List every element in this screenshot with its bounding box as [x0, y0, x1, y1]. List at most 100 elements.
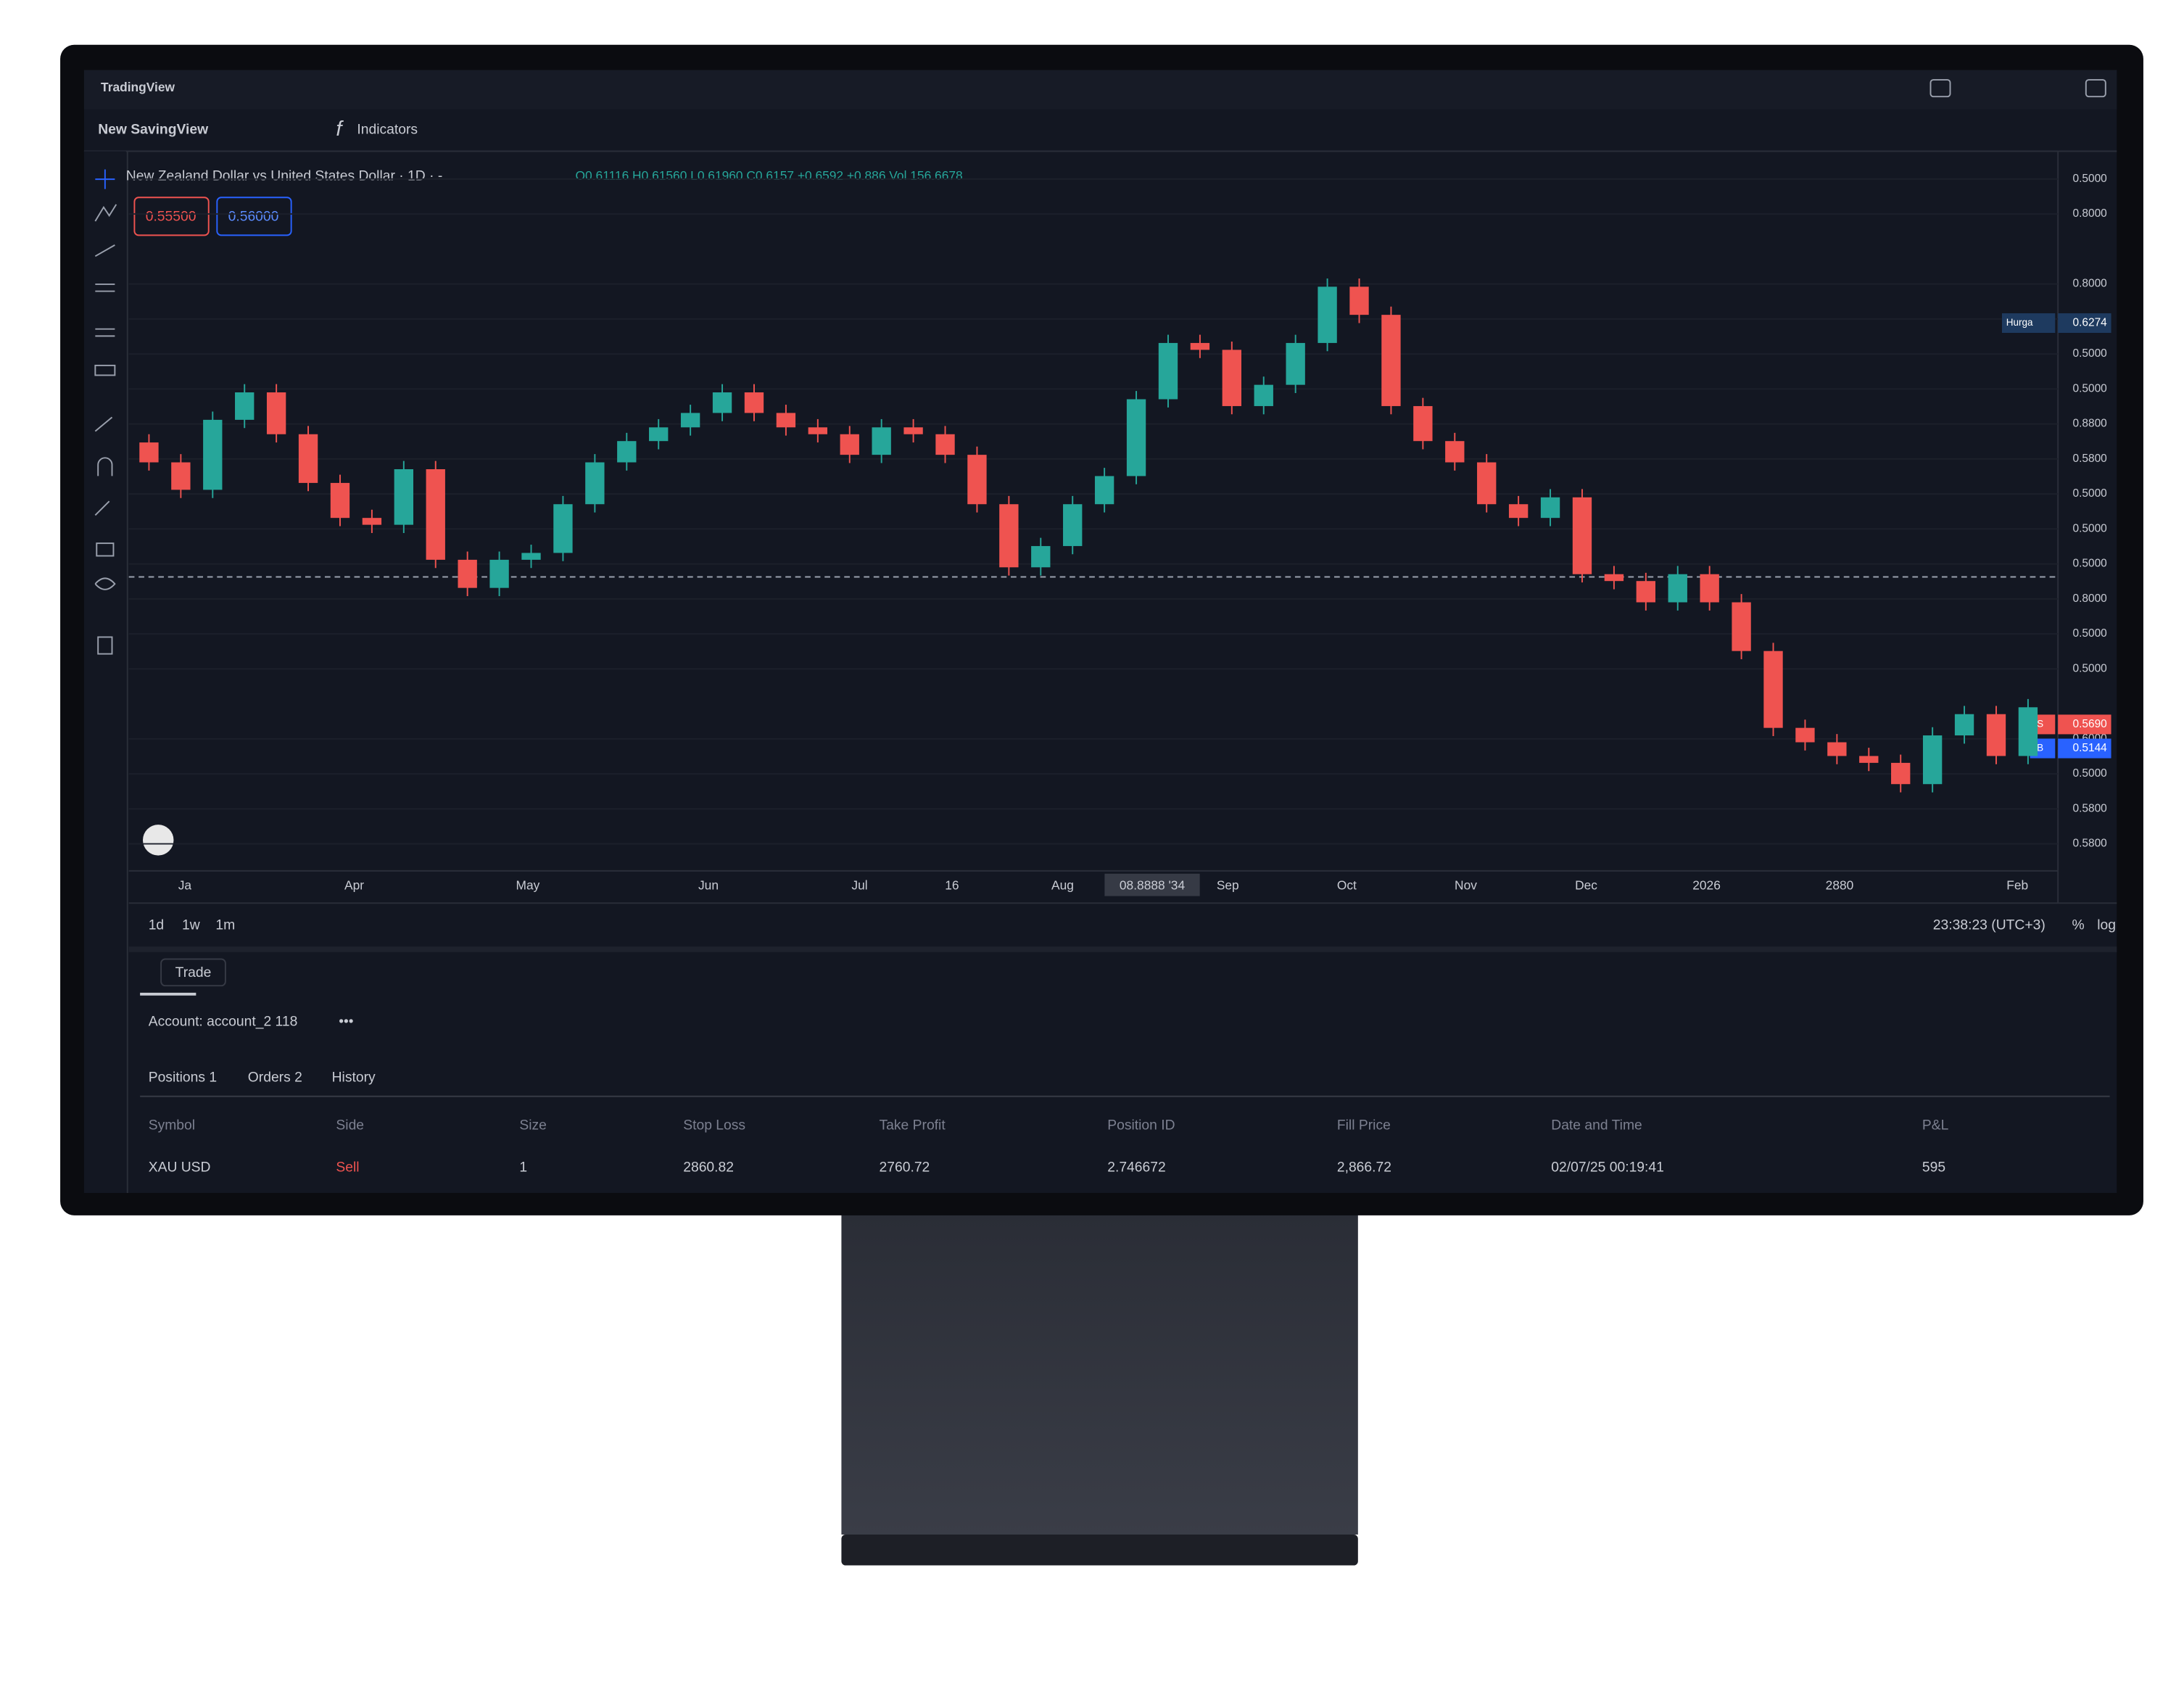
column-header: Symbol [149, 1118, 195, 1133]
sell-button[interactable] [133, 197, 210, 236]
trade-tab-label[interactable]: Trade [175, 965, 212, 980]
y-tick-label: 0.5000 [2073, 627, 2107, 640]
y-tick-label: 0.5800 [2073, 802, 2107, 814]
table-cell: 2860.82 [683, 1160, 734, 1175]
price-badge-label: 0.5144 [2073, 742, 2108, 754]
price-badge [2058, 714, 2111, 735]
candle-body [1922, 735, 1943, 785]
sell-price[interactable]: 0.55500 [146, 209, 197, 224]
candle-body [1763, 651, 1783, 728]
panel-tab[interactable]: Positions 1 [149, 1070, 217, 1086]
x-tick-label: 16 [945, 878, 959, 893]
candle-body [1891, 762, 1911, 785]
x-tick-label: Aug [1051, 878, 1074, 893]
column-header: Position ID [1107, 1118, 1175, 1133]
candle-body [458, 559, 477, 588]
trade-tab[interactable] [160, 958, 226, 987]
candle-body [1572, 497, 1592, 574]
candle-body [680, 413, 700, 428]
range-button[interactable]: 1d [149, 917, 164, 933]
top-bar [83, 70, 2117, 110]
candle-body [1700, 574, 1719, 603]
panel-tab[interactable]: Orders 2 [248, 1070, 302, 1086]
table-cell: 02/07/25 00:19:41 [1551, 1160, 1664, 1175]
logo-badge [142, 825, 174, 856]
table-cell: 2760.72 [880, 1160, 930, 1175]
drawing-tools[interactable] [94, 169, 117, 655]
candle-body [521, 553, 541, 560]
y-tick-label: 0.5000 [2073, 522, 2107, 534]
candle-body [1254, 384, 1273, 406]
candle-body [1604, 574, 1624, 582]
table-cell: 595 [1922, 1160, 1945, 1175]
range-button[interactable]: 1w [182, 917, 200, 933]
candle-body [1222, 350, 1242, 406]
buy-price[interactable]: 0.56000 [228, 209, 279, 224]
icon[interactable] [1929, 79, 1951, 98]
more-menu[interactable]: ••• [339, 1014, 353, 1029]
y-tick-label: 0.8000 [2073, 207, 2107, 220]
column-header: P&L [1922, 1118, 1949, 1133]
candle-body [1190, 342, 1210, 350]
account[interactable]: Account: account_2 118 [149, 1014, 298, 1029]
y-tick-label: 0.5800 [2073, 453, 2107, 465]
candle-body [1954, 714, 1974, 736]
x-tick-label: Nov [1455, 878, 1477, 893]
indicators-button[interactable]: Indicators [357, 123, 418, 138]
x-tick-label: Jun [698, 878, 719, 893]
table-cell: XAU USD [149, 1160, 211, 1175]
log-toggle[interactable]: log [2097, 917, 2116, 933]
clock: 23:38:23 (UTC+3) [1933, 917, 2046, 933]
candle-body [872, 427, 891, 455]
x-tick-label: May [516, 878, 540, 893]
percent-toggle[interactable]: % [2072, 917, 2084, 933]
panel-splitter[interactable] [128, 946, 2117, 952]
icon[interactable] [2085, 79, 2106, 98]
x-tick-label: Jul [851, 878, 867, 893]
candle-body [362, 518, 382, 525]
candle-body [1286, 342, 1305, 385]
candle-body [553, 504, 573, 553]
column-header: Take Profit [880, 1118, 946, 1133]
crosshair-label-bg [1104, 873, 1200, 896]
ohlc-readout: O0.61116 H0.61560 L0.61960 C0.6157 +0.65… [576, 168, 963, 183]
buy-button[interactable] [216, 197, 292, 236]
candle-body [489, 559, 509, 588]
range-button[interactable]: 1m [215, 917, 235, 933]
candle-body [585, 462, 605, 505]
panel-tab[interactable]: History [332, 1070, 376, 1086]
candle-body [649, 427, 669, 442]
y-tick-label: 0.8800 [2073, 418, 2107, 430]
candle-body [1126, 399, 1146, 476]
column-header: Side [336, 1118, 364, 1133]
price-badge [2058, 738, 2111, 759]
badge-tag-bg [2001, 313, 2056, 334]
y-tick-label: 0.8000 [2073, 592, 2107, 605]
y-tick-label: 0.5000 [2073, 347, 2107, 360]
candle-body [1413, 405, 1433, 442]
candle-body [426, 468, 445, 560]
candle-body [1158, 342, 1178, 400]
candle-body [1636, 581, 1656, 603]
price-badge-label: 0.6274 [2073, 317, 2108, 329]
candle-body [1986, 714, 2006, 756]
candle-body [840, 434, 859, 455]
y-tick-label: 0.5000 [2073, 382, 2107, 395]
x-tick-label: Feb [2006, 878, 2028, 893]
x-tick-label: 2026 [1692, 878, 1721, 893]
candle-body [1477, 462, 1497, 505]
layout-name[interactable]: New SavingView [98, 123, 209, 138]
x-tick-label: Oct [1337, 878, 1357, 893]
candle-body [1063, 504, 1083, 546]
badge-tag: Hurga [2006, 317, 2033, 328]
logo: TradingView [101, 80, 175, 94]
y-tick-label: 0.5000 [2073, 487, 2107, 500]
candle-body [1540, 497, 1560, 519]
candle-body [1349, 286, 1369, 315]
screen [83, 70, 2117, 1193]
candle-body [2018, 707, 2038, 756]
candle-body [1031, 545, 1051, 568]
x-tick-label: Apr [344, 878, 364, 893]
symbol-title: New Zealand Dollar vs United States Doll… [126, 168, 442, 183]
